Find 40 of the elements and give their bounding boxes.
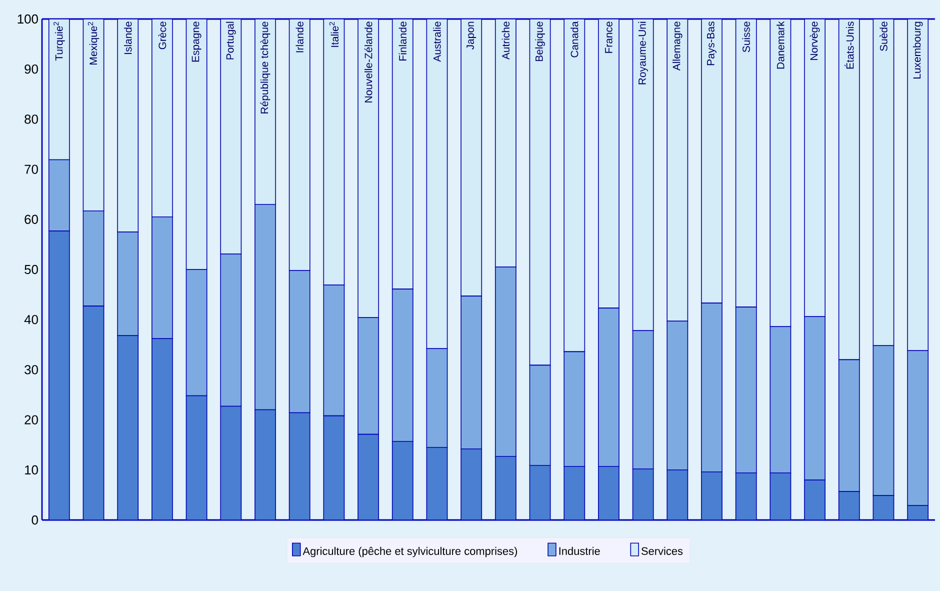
y-tick-label: 10 — [25, 465, 38, 474]
y-tick-label: 30 — [24, 365, 38, 374]
x-tick-label: France — [605, 22, 612, 53]
x-tick-label: Turquie$^{2}$ — [54, 22, 65, 61]
x-tick-label: Portugal — [226, 22, 236, 60]
y-tick-label: 80 — [24, 114, 38, 124]
y-tick-label: 70 — [24, 164, 38, 174]
x-tick-label: Irlande — [296, 22, 304, 52]
y-tick-label: 20 — [24, 415, 38, 424]
y-tick-label: 60 — [24, 214, 38, 224]
y-tick-label: 0 — [32, 515, 38, 525]
x-tick-label: Suisse — [742, 22, 750, 52]
x-tick-label: Royaume-Uni — [638, 22, 648, 84]
x-tick-label: Danemark — [776, 21, 784, 69]
x-tick-label: Australie — [433, 22, 441, 62]
x-tick-label: Norvège — [810, 22, 820, 60]
x-tick-label: États-Unis — [844, 22, 854, 69]
x-tick-label: Pays-Bas — [707, 22, 716, 66]
x-tick-label: Mexique$^{2}$ — [88, 22, 100, 64]
legend-label: Agriculture (pêche et sylviculture comprises) — [302, 546, 518, 558]
x-tick-label: Espagne — [192, 22, 202, 62]
x-tick-label: Canada — [570, 21, 578, 58]
y-tick-label: 50 — [24, 264, 38, 274]
legend-label: Services — [641, 546, 683, 555]
y-tick-label: 40 — [24, 315, 38, 324]
x-tick-label: Allemagne — [672, 22, 682, 71]
x-tick-label: Finlande — [398, 22, 406, 60]
x-tick-label: Islande — [124, 22, 132, 54]
x-tick-label: Italie$^{2}$ — [329, 22, 339, 47]
x-tick-label: Japon — [466, 22, 476, 50]
legend-label: Industrie — [559, 546, 600, 555]
x-tick-label: Nouvelle-Zélande — [364, 22, 372, 102]
x-tick-label: République tchèque — [260, 22, 270, 114]
x-tick-label: Autriche — [502, 22, 510, 60]
y-tick-label: 100 — [18, 14, 38, 24]
x-tick-label: Suède — [880, 22, 888, 51]
x-tick-label: Grèce — [158, 22, 166, 50]
y-tick-label: 90 — [24, 64, 38, 74]
x-tick-label: Belgique — [535, 22, 545, 62]
x-tick-label: Luxembourg — [912, 22, 923, 78]
